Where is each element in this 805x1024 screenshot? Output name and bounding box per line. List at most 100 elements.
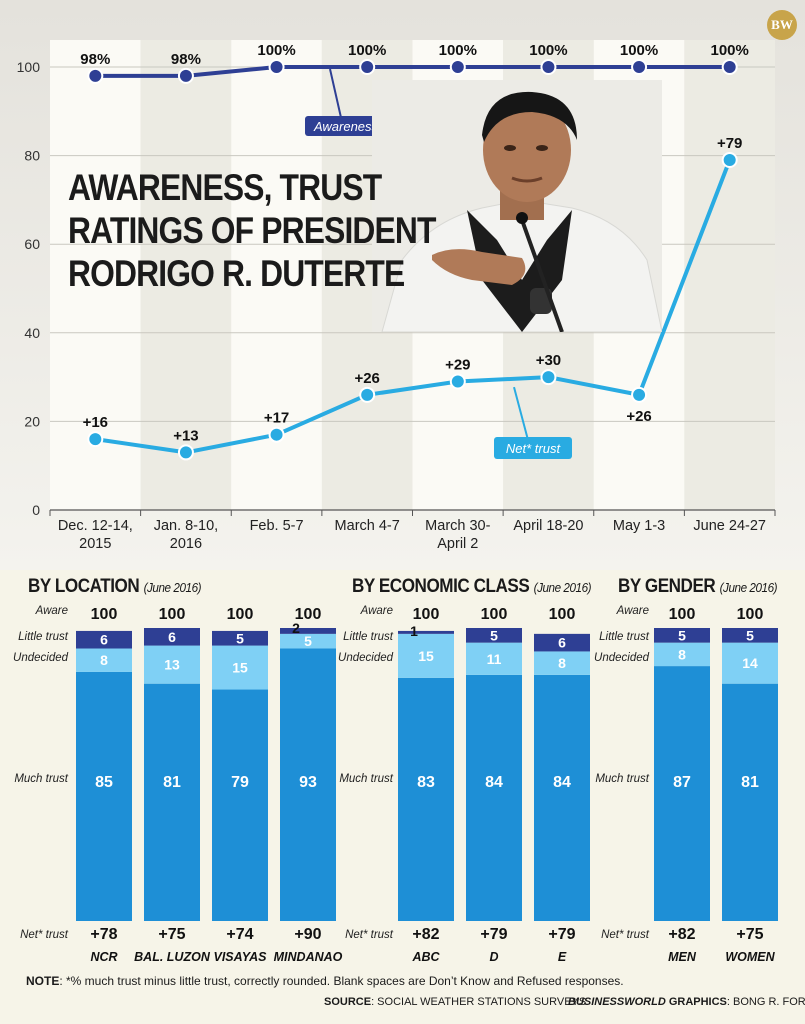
bar-category-label: D <box>489 950 498 964</box>
data-label: 100% <box>529 42 567 59</box>
title-line-3: RODRIGO R. DUTERTE <box>68 253 405 294</box>
data-point <box>631 59 648 75</box>
undecided-value: 5 <box>304 633 312 649</box>
little-trust-value: 6 <box>100 632 108 648</box>
source-label: SOURCE <box>324 996 372 1008</box>
row-label: Little trust <box>343 631 394 643</box>
undecided-bar <box>212 645 268 690</box>
much-trust-bar <box>144 683 200 921</box>
little-trust-bar <box>398 630 454 634</box>
x-tick-label: May 1-3 <box>613 518 665 534</box>
much-trust-value: 81 <box>741 774 759 791</box>
data-label: 98% <box>171 51 201 68</box>
section-title-text: BY GENDER <box>618 576 716 597</box>
data-label: +26 <box>626 408 651 425</box>
little-trust-value: 1 <box>410 623 418 639</box>
net-trust-value: +74 <box>226 926 253 943</box>
much-trust-bar <box>534 674 590 921</box>
bar-category-label: MEN <box>668 950 697 964</box>
data-point <box>540 59 557 75</box>
row-label: Little trust <box>599 631 650 643</box>
much-trust-value: 93 <box>299 774 317 791</box>
row-label: Net* trust <box>345 929 394 941</box>
little-trust-bar <box>654 628 710 643</box>
data-label: +30 <box>536 352 561 369</box>
much-trust-value: 83 <box>417 774 435 791</box>
much-trust-bar <box>398 677 454 921</box>
aware-value: 100 <box>669 606 696 623</box>
section-title-economic-class: BY ECONOMIC CLASS (June 2016) <box>352 576 592 598</box>
data-label: +13 <box>173 427 198 444</box>
data-point <box>540 369 557 386</box>
data-point <box>449 373 466 390</box>
bar-category-label: VISAYAS <box>213 950 267 964</box>
series-line-0 <box>95 65 730 78</box>
credit-line: BUSINESSWORLD GRAPHICS: BONG R. FORTIN <box>568 996 805 1008</box>
aware-value: 100 <box>227 606 254 623</box>
data-point <box>87 431 104 448</box>
y-tick-label: 0 <box>32 502 40 518</box>
data-point <box>359 59 376 75</box>
little-trust-value: 2 <box>292 620 300 636</box>
data-label: +16 <box>83 414 108 431</box>
title-line-2: RATINGS OF PRESIDENT <box>68 210 436 251</box>
trust-callout-line <box>513 386 529 441</box>
section-subtitle: (June 2016) <box>533 580 592 595</box>
row-label: Undecided <box>594 652 650 664</box>
column-band <box>140 40 232 510</box>
little-trust-value: 5 <box>678 627 686 643</box>
data-point <box>721 59 738 75</box>
row-label: Aware <box>360 605 393 617</box>
row-label: Much trust <box>14 773 68 785</box>
data-label: 100% <box>257 42 295 59</box>
net-trust-value: +75 <box>158 926 185 943</box>
data-label: 100% <box>620 42 658 59</box>
data-point <box>268 59 285 75</box>
undecided-bar <box>654 642 710 667</box>
data-label: +17 <box>264 410 289 427</box>
little-trust-bar <box>534 633 590 652</box>
data-label: +79 <box>717 135 742 152</box>
row-label: Much trust <box>595 773 649 785</box>
section-title-text: BY ECONOMIC CLASS <box>352 576 530 597</box>
footnote: NOTE: *% much trust minus little trust, … <box>26 974 624 988</box>
undecided-value: 15 <box>232 660 248 676</box>
much-trust-bar <box>280 648 336 921</box>
data-point <box>87 67 104 84</box>
undecided-bar <box>398 633 454 678</box>
y-tick-label: 80 <box>24 148 40 164</box>
bar-category-label: NCR <box>90 950 117 964</box>
undecided-bar <box>144 645 200 684</box>
series-name-net-trust: Net* trust <box>506 441 562 456</box>
row-label: Little trust <box>18 631 69 643</box>
much-trust-value: 85 <box>95 774 113 791</box>
aware-value: 100 <box>549 606 576 623</box>
net-trust-value: +79 <box>548 926 575 943</box>
little-trust-bar <box>212 630 268 646</box>
aware-value: 100 <box>159 606 186 623</box>
much-trust-bar <box>654 666 710 921</box>
little-trust-bar <box>466 628 522 643</box>
much-trust-value: 84 <box>553 774 571 791</box>
note-label: NOTE <box>26 974 60 988</box>
bar-category-label: MINDANAO <box>274 950 343 964</box>
net-trust-value: +78 <box>90 926 117 943</box>
bar-category-label: E <box>558 950 567 964</box>
bar-category-label: ABC <box>411 950 440 964</box>
little-trust-bar <box>722 628 778 643</box>
awareness-callout-line <box>329 68 343 123</box>
data-point <box>177 444 194 461</box>
credit-label: BUSINESSWORLD <box>568 996 666 1008</box>
x-tick-label: March 4-7 <box>335 518 400 534</box>
chart-title: AWARENESS, TRUST RATINGS OF PRESIDENT RO… <box>68 166 436 295</box>
undecided-bar <box>534 651 590 675</box>
source-line: SOURCE: SOCIAL WEATHER STATIONS SURVEYS <box>324 996 586 1008</box>
aware-value: 100 <box>91 606 118 623</box>
source-text: : SOCIAL WEATHER STATIONS SURVEYS <box>371 996 587 1008</box>
much-trust-bar <box>722 683 778 921</box>
undecided-value: 13 <box>164 657 180 673</box>
much-trust-bar <box>212 689 268 921</box>
bar-category-label: BAL. LUZON <box>134 950 211 964</box>
much-trust-value: 79 <box>231 774 249 791</box>
president-photo <box>372 80 662 332</box>
